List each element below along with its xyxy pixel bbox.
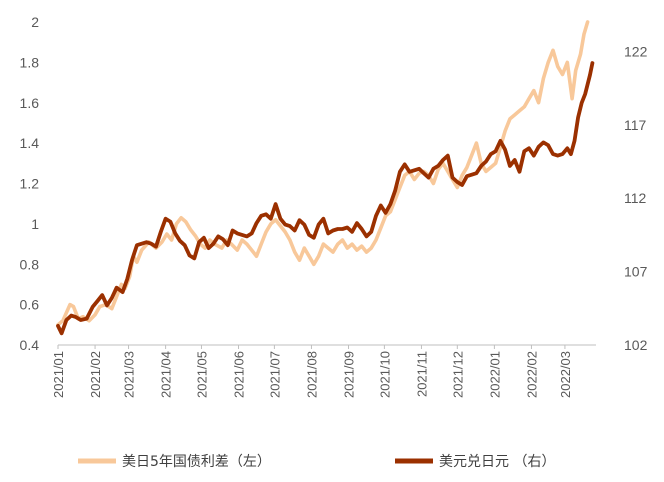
x-tick-label: 2021/02 <box>88 351 103 398</box>
y-right-tick-label: 102 <box>624 337 648 353</box>
x-tick-label: 2021/01 <box>51 351 66 398</box>
x-tick-label: 2021/09 <box>342 351 357 398</box>
y-right-tick-label: 107 <box>624 264 648 280</box>
x-tick-label: 2021/07 <box>267 351 282 398</box>
y-left-tick-label: 0.6 <box>20 297 40 313</box>
series-layer <box>56 20 595 336</box>
y-right-tick-label: 112 <box>624 190 647 206</box>
x-tick-label: 2022/03 <box>558 351 573 398</box>
y-right-tick-label: 117 <box>624 117 647 133</box>
legend-item-usdjpy: 美元兑日元 （右） <box>395 454 555 470</box>
y-left-tick-label: 1 <box>31 216 39 232</box>
x-axis: 2021/01 2021/02 2021/03 2021/04 2021/05 2021/… <box>51 344 596 398</box>
legend-label-usdjpy: 美元兑日元 （右） <box>439 454 555 470</box>
x-tick-label: 2022/02 <box>524 351 539 398</box>
legend: 美日5年国债利差（左） 美元兑日元 （右） <box>78 454 555 470</box>
y-right-tick-label: 122 <box>624 43 648 59</box>
y-right-axis: 102 107 112 117 122 <box>624 43 648 353</box>
series-line-usdjpy <box>56 61 595 336</box>
y-left-tick-label: 1.8 <box>20 54 40 70</box>
legend-label-spread: 美日5年国债利差（左） <box>122 454 271 470</box>
y-left-axis: 0.4 0.6 0.8 1 1.2 1.4 1.6 1.8 2 <box>20 14 40 353</box>
x-tick-label: 2021/10 <box>377 351 392 398</box>
legend-item-spread: 美日5年国债利差（左） <box>78 454 271 470</box>
x-tick-label: 2021/04 <box>159 351 174 398</box>
y-left-tick-label: 1.2 <box>20 176 40 192</box>
y-left-tick-label: 0.4 <box>20 337 40 353</box>
x-tick-label: 2022/01 <box>487 351 502 398</box>
y-left-tick-label: 1.6 <box>20 95 40 111</box>
x-tick-label: 2021/11 <box>414 351 429 397</box>
x-tick-label: 2021/08 <box>304 351 319 398</box>
x-tick-label: 2021/03 <box>122 351 137 398</box>
y-left-tick-label: 1.4 <box>20 135 40 151</box>
y-left-tick-label: 0.8 <box>20 256 40 272</box>
x-tick-label: 2021/12 <box>450 351 465 398</box>
series-line-spread <box>56 20 590 327</box>
x-tick-label: 2021/06 <box>232 351 247 398</box>
y-left-tick-label: 2 <box>31 14 39 30</box>
x-tick-label: 2021/05 <box>194 351 209 398</box>
